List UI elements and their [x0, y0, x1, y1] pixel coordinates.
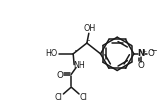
Text: ·: · — [87, 35, 91, 48]
Text: Cl: Cl — [55, 93, 62, 102]
Text: OH: OH — [84, 24, 96, 33]
Text: O: O — [56, 71, 63, 80]
Text: N: N — [137, 49, 144, 58]
Text: O: O — [147, 49, 154, 58]
Text: NH: NH — [73, 61, 85, 70]
Text: HO: HO — [46, 49, 58, 58]
Text: O: O — [137, 61, 144, 70]
Text: +: + — [141, 49, 146, 54]
Text: ·: · — [74, 45, 78, 58]
Text: Cl: Cl — [80, 93, 88, 102]
Text: −: − — [150, 46, 157, 55]
